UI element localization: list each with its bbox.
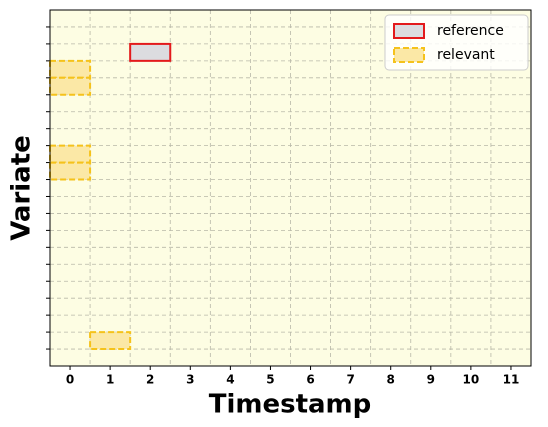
- y-axis-label: Variate: [7, 135, 37, 241]
- x-tick-label: 5: [266, 373, 274, 387]
- cell: [49, 76, 92, 96]
- x-tick-label: 10: [463, 373, 480, 387]
- x-tick-label: 3: [186, 373, 194, 387]
- plot-frame: [49, 9, 532, 367]
- x-tick-label: 8: [387, 373, 395, 387]
- cell: [49, 161, 92, 181]
- legend-label: relevant: [437, 47, 495, 63]
- x-tick-label: 4: [226, 373, 234, 387]
- legend-swatch: [393, 47, 425, 63]
- legend-label: reference: [437, 23, 504, 39]
- x-tick-label: 11: [503, 373, 520, 387]
- cell: [49, 59, 92, 79]
- x-tick-label: 9: [427, 373, 435, 387]
- x-tick-label: 7: [346, 373, 354, 387]
- cell: [49, 144, 92, 164]
- legend-swatch: [393, 23, 425, 39]
- x-tick-label: 1: [106, 373, 114, 387]
- x-tick-label: 0: [66, 373, 74, 387]
- cell: [89, 331, 132, 351]
- x-tick-label: 2: [146, 373, 154, 387]
- x-tick-label: 6: [306, 373, 314, 387]
- cell: [129, 42, 172, 62]
- x-axis-label: Timestamp: [209, 390, 372, 420]
